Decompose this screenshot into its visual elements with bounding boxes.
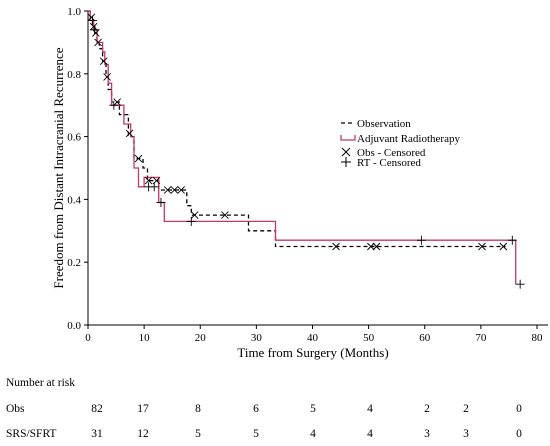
legend-obs-censored-x-icon <box>341 147 351 157</box>
risk-rows: Obs 82 17 8 6 5 4 2 2 0 SRS/SFRT 31 12 5 5 4 4 3 3 0 <box>6 403 522 440</box>
risk-row-label: SRS/SFRT <box>6 428 56 440</box>
risk-cell: 8 <box>195 403 201 415</box>
obs-censored-x-mark <box>372 242 381 251</box>
x-tick-label: 80 <box>532 332 544 344</box>
risk-cell: 0 <box>516 428 522 440</box>
risk-cell: 82 <box>91 403 103 415</box>
rt-censored-plus-mark <box>507 235 517 245</box>
y-tick-label: 0.0 <box>67 320 81 332</box>
legend-rt-censored-label: RT - Censored <box>357 157 421 169</box>
risk-cell: 2 <box>463 403 469 415</box>
x-tick-label: 30 <box>251 332 263 344</box>
x-tick-label: 60 <box>419 332 431 344</box>
rt-censored-plus-mark <box>90 25 100 35</box>
legend-observation-label: Observation <box>357 118 411 130</box>
risk-cell: 0 <box>516 403 522 415</box>
risk-row-label: Obs <box>6 403 25 415</box>
obs-censored-x-mark <box>367 242 375 251</box>
y-tick-label: 0.2 <box>67 257 81 269</box>
risk-cell: 5 <box>310 403 316 415</box>
obs-censored-x-mark <box>94 38 102 47</box>
obs-censored-x-mark <box>190 211 199 219</box>
risk-cell: 4 <box>367 428 373 440</box>
obs-censored-x-mark <box>134 154 143 163</box>
legend-rt-censored-plus-icon <box>341 157 351 167</box>
risk-cell: 5 <box>195 428 201 440</box>
plot-frame <box>87 11 548 326</box>
obs-censored-x-mark <box>144 176 153 185</box>
risk-cell: 31 <box>91 428 103 440</box>
radiotherapy-curve <box>88 10 517 285</box>
obs-censored-x-mark <box>332 242 340 251</box>
obs-censored-x-mark <box>170 186 179 194</box>
y-axis-title: Freedom from Distant Intracranial Recurr… <box>51 47 66 288</box>
obs-censored-x-mark <box>89 22 98 31</box>
series-layer <box>88 10 517 285</box>
rt-censored-plus-mark <box>515 279 525 289</box>
censor-layer <box>87 13 525 289</box>
risk-table-title: Number at risk <box>6 377 75 389</box>
obs-censored-x-mark <box>113 98 122 106</box>
risk-cell: 4 <box>367 403 373 415</box>
risk-cell: 5 <box>253 428 259 440</box>
risk-cell: 12 <box>137 428 149 440</box>
obs-censored-x-mark <box>499 242 508 251</box>
x-tick-label: 20 <box>195 332 207 344</box>
y-tick-label: 1.0 <box>67 6 81 18</box>
obs-censored-x-mark <box>87 13 96 22</box>
x-tick-label: 50 <box>363 332 375 344</box>
obs-censored-x-mark <box>99 57 108 66</box>
rt-censored-plus-mark <box>416 235 426 245</box>
legend-obs-censored-label: Obs - Censored <box>357 147 426 159</box>
rt-censored-plus-mark <box>186 216 196 226</box>
obs-censored-x-mark <box>177 186 185 194</box>
x-tick-label: 10 <box>139 332 151 344</box>
legend-radiotherapy-label: Adjuvant Radiotherapy <box>357 133 460 145</box>
obs-censored-x-mark <box>478 242 486 251</box>
obs-censored-x-mark <box>103 73 111 81</box>
rt-censored-plus-mark <box>109 100 119 110</box>
risk-cell: 6 <box>253 403 259 415</box>
obs-censored-x-mark <box>92 29 100 37</box>
observation-curve <box>88 10 506 248</box>
obs-censored-x-mark <box>221 211 229 219</box>
x-tick-label: 0 <box>85 332 91 344</box>
rt-censored-plus-mark <box>87 15 97 25</box>
rt-censored-plus-mark <box>149 182 159 192</box>
obs-censored-x-mark <box>163 186 172 194</box>
y-tick-label: 0.6 <box>67 132 81 144</box>
x-tick-label: 70 <box>475 332 487 344</box>
obs-censored-x-mark <box>125 129 134 138</box>
legend: Observation Adjuvant Radiotherapy Obs - … <box>340 118 460 169</box>
rt-censored-plus-mark <box>156 198 166 208</box>
y-tick-label: 0.4 <box>67 194 81 206</box>
risk-cell: 17 <box>137 403 149 415</box>
risk-cell: 4 <box>310 428 316 440</box>
legend-radiotherapy-swatch <box>340 135 356 141</box>
axis-ticks: 0 10 20 30 40 50 60 70 80 0.0 0.2 0.4 0.6 0.8 1.0 <box>67 6 543 344</box>
risk-cell: 3 <box>463 428 469 440</box>
risk-table: Number at risk Obs 82 17 8 6 5 4 2 2 0 SRS/SFRT 31 1… <box>6 377 522 440</box>
y-tick-label: 0.8 <box>67 69 81 81</box>
x-tick-label: 40 <box>307 332 319 344</box>
risk-cell: 2 <box>424 403 430 415</box>
x-axis-title: Time from Surgery (Months) <box>237 345 388 360</box>
risk-cell: 3 <box>424 428 430 440</box>
